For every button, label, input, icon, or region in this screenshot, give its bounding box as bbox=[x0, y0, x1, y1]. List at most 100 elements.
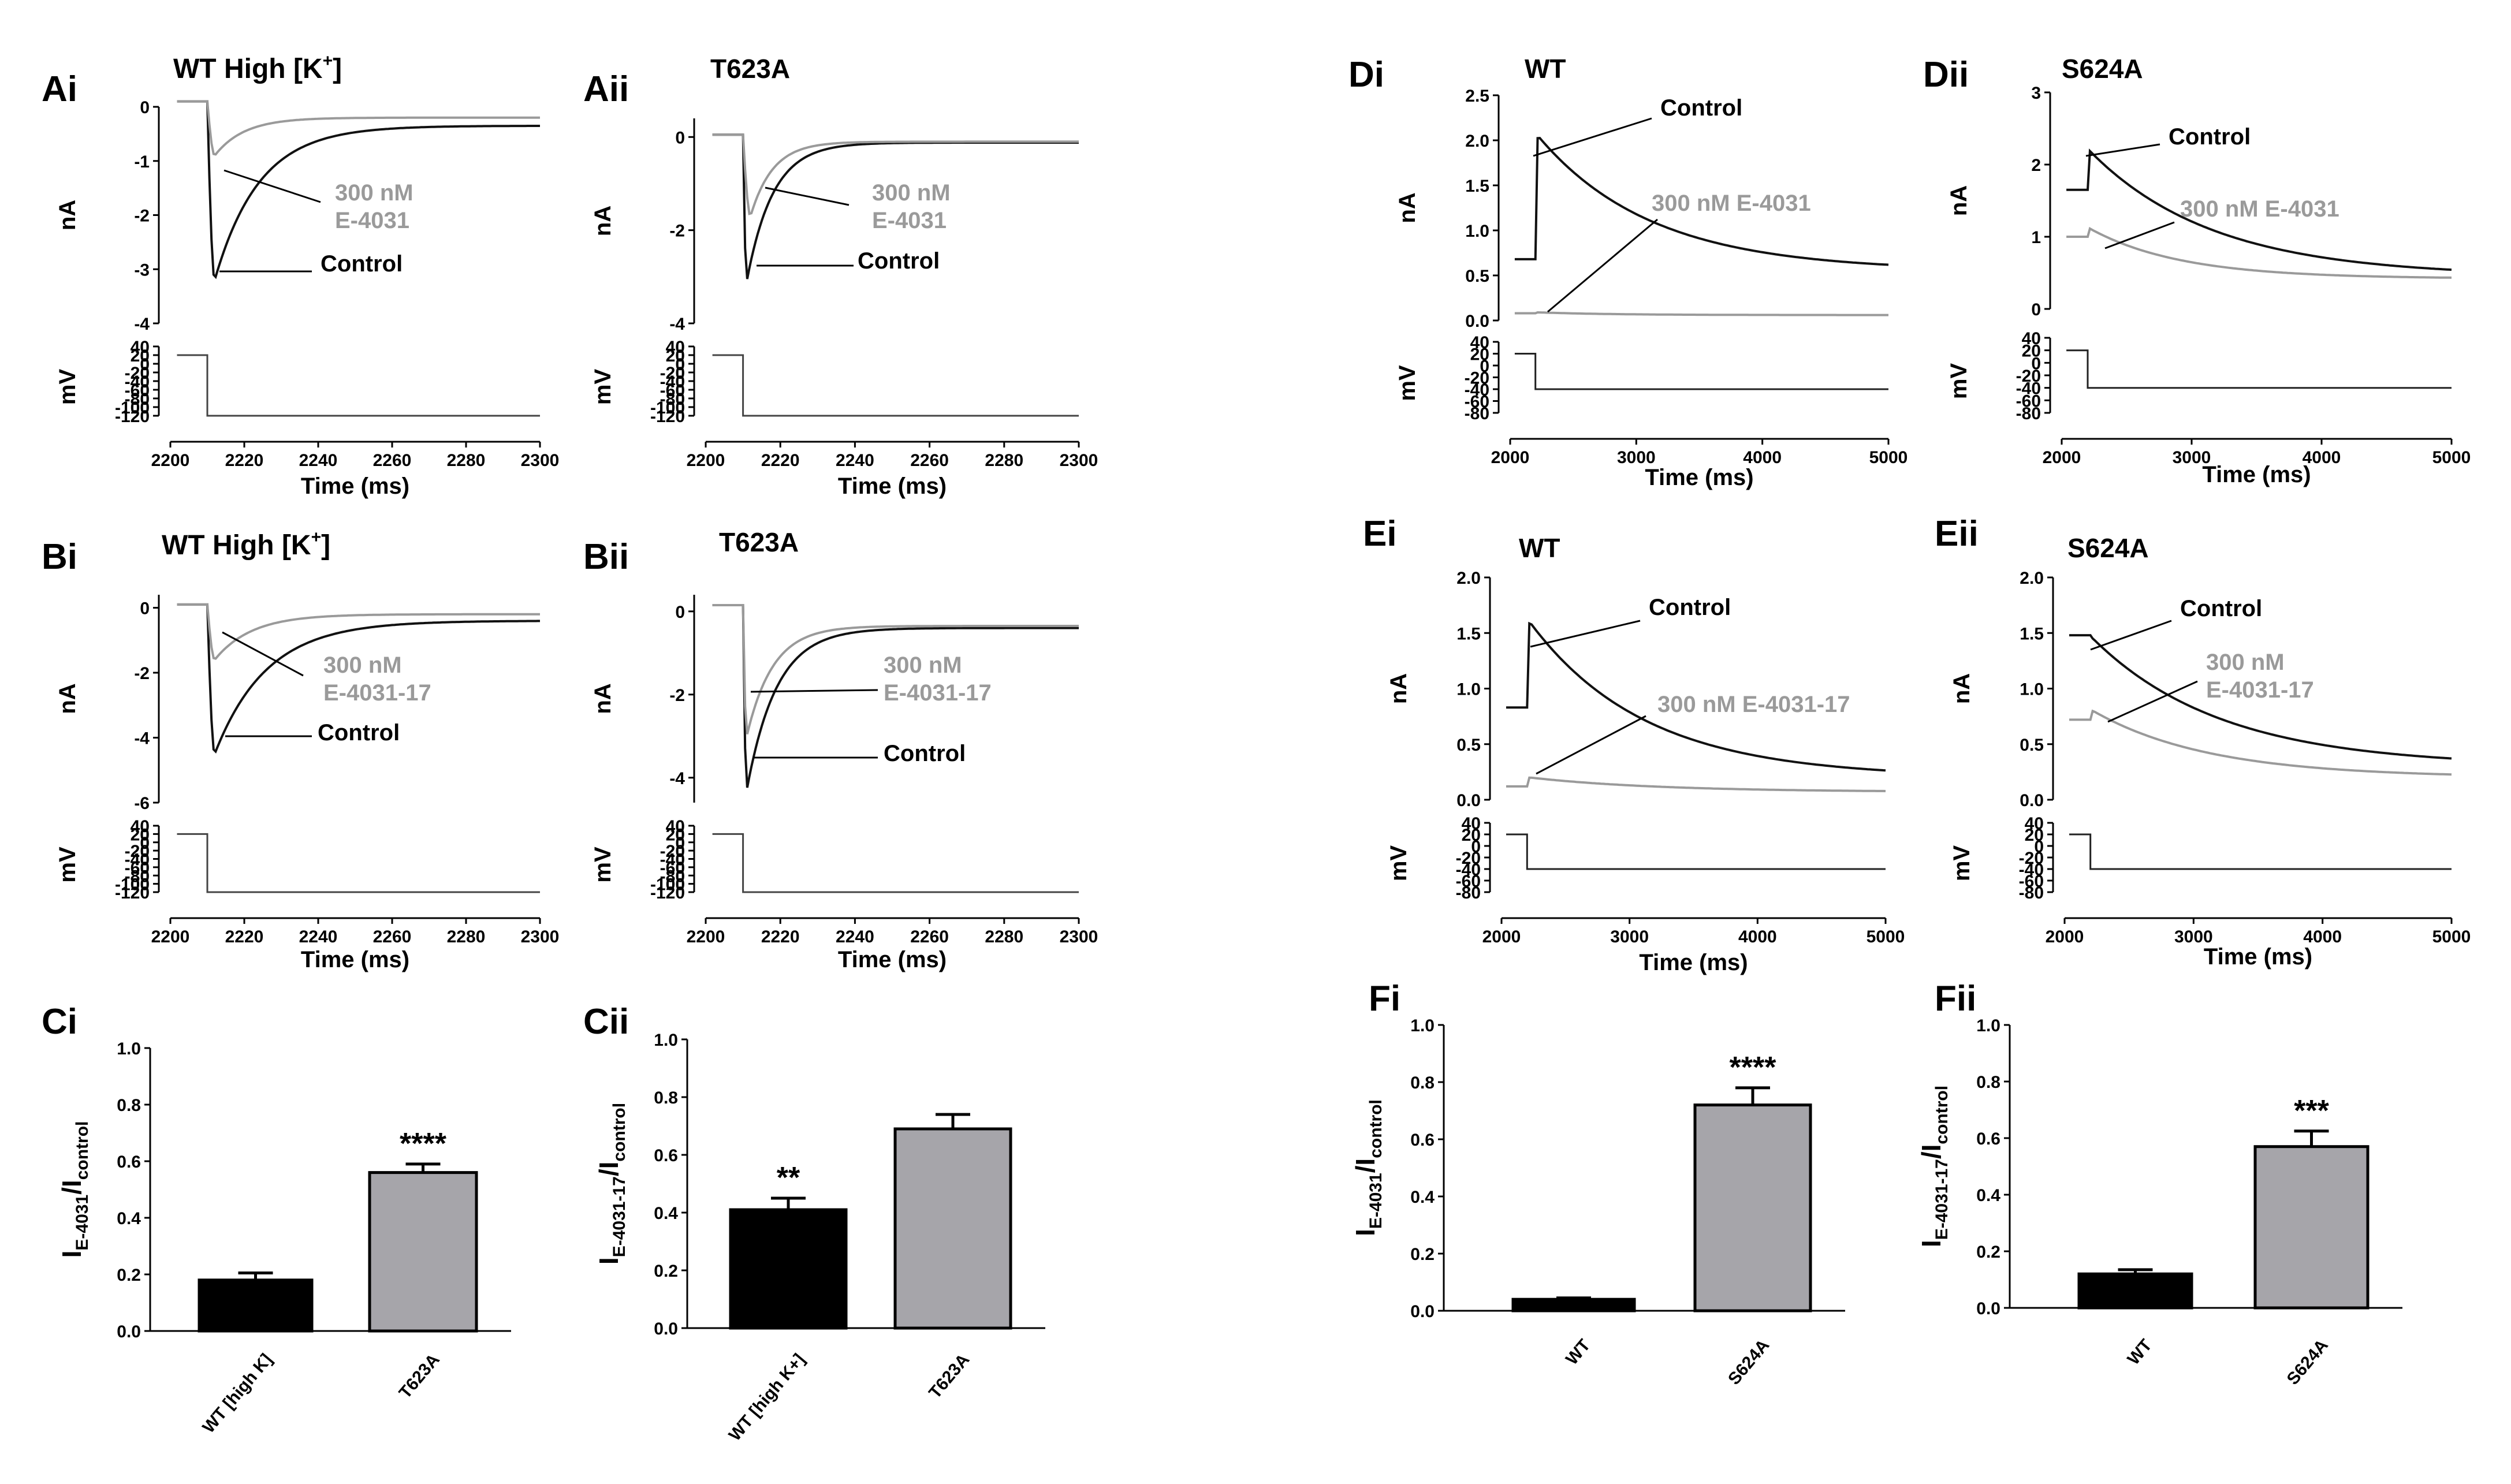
voltage-y-tick-label: -20 bbox=[2019, 849, 2044, 868]
current-y-tick-label: -4 bbox=[134, 315, 150, 334]
voltage-y-tick-label: 40 bbox=[131, 338, 150, 357]
annotation-drug: E-4031 bbox=[335, 208, 409, 233]
time-tick-label: 2000 bbox=[2043, 448, 2081, 467]
annotation-drug-arrow bbox=[2107, 680, 2198, 723]
panel-label-Bi: Bi bbox=[42, 537, 77, 577]
time-tick-label: 2220 bbox=[225, 451, 264, 470]
trace-control-line bbox=[712, 604, 1079, 788]
voltage-axis-title: mV bbox=[1386, 845, 1411, 882]
voltage-y-tick-label: -80 bbox=[660, 390, 685, 409]
voltage-y-tick-label: -120 bbox=[115, 883, 150, 903]
ratio-y-tick-label: 0.6 bbox=[654, 1146, 678, 1165]
trace-drug-line bbox=[1506, 776, 1886, 792]
ratio-axis-title: IE-4031-17/Icontrol bbox=[1916, 1086, 1951, 1247]
voltage-y-tick-label: -80 bbox=[125, 390, 150, 409]
voltage-y-tick-label: -120 bbox=[115, 407, 150, 426]
current-y-tick-label: 2.5 bbox=[1465, 87, 1489, 106]
bar-mutant bbox=[368, 1171, 478, 1333]
time-tick-label: 2200 bbox=[151, 927, 190, 946]
ratio-y-tick-label: 0.0 bbox=[1410, 1302, 1435, 1321]
voltage-y-tick-label: 0 bbox=[140, 834, 150, 853]
voltage-y-tick-label: -120 bbox=[650, 883, 685, 903]
time-tick-label: 3000 bbox=[1610, 927, 1649, 946]
time-tick-label: 2300 bbox=[521, 927, 560, 946]
time-tick-label: 2300 bbox=[1060, 927, 1098, 946]
ratio-axis-title-part: E-4031-17 bbox=[610, 1176, 629, 1257]
voltage-y-tick-label: -100 bbox=[115, 398, 150, 417]
voltage-y-tick-label: -20 bbox=[1456, 849, 1481, 868]
voltage-y-tick-label: -80 bbox=[2019, 883, 2044, 903]
trace-control-line bbox=[2069, 634, 2452, 760]
bar-wt bbox=[1511, 1297, 1636, 1313]
voltage-y-tick-label: -40 bbox=[2019, 860, 2044, 879]
annotation-control: Control bbox=[2180, 596, 2262, 621]
current-y-tick-label: 1.5 bbox=[1456, 624, 1481, 643]
panel-title-Eii: S624A bbox=[2067, 533, 2149, 563]
voltage-protocol-line bbox=[2066, 349, 2452, 389]
ratio-axis-title-part: /I bbox=[1916, 1144, 1946, 1159]
panel-label-Dii: Dii bbox=[1923, 55, 1969, 95]
annotation-drug: E-4031-17 bbox=[2206, 677, 2314, 703]
trace-drug-line bbox=[2069, 709, 2452, 776]
trace-drug-line bbox=[177, 603, 540, 660]
time-tick-label: 2280 bbox=[985, 451, 1023, 470]
current-y-tick-label: -2 bbox=[669, 686, 685, 705]
current-axis-title: nA bbox=[1946, 185, 1972, 216]
panel-label-Ei: Ei bbox=[1363, 514, 1397, 554]
annotation-drug: 300 nM bbox=[335, 180, 413, 206]
voltage-y-tick-label: -120 bbox=[650, 407, 685, 426]
panel-title-Dii: S624A bbox=[2062, 54, 2143, 84]
voltage-y-tick-label: -40 bbox=[2016, 379, 2041, 398]
annotation-control-arrow bbox=[2090, 620, 2172, 651]
annotation-drug: E-4031-17 bbox=[884, 680, 992, 706]
time-tick-label: 2240 bbox=[299, 451, 338, 470]
annotation-control: Control bbox=[2169, 124, 2251, 150]
voltage-protocol-line bbox=[1506, 833, 1886, 870]
trace-drug-line bbox=[177, 100, 540, 156]
voltage-y-tick-label: 0 bbox=[1480, 357, 1489, 376]
time-tick-label: 2260 bbox=[373, 927, 412, 946]
annotation-control: Control bbox=[318, 720, 400, 745]
current-y-tick-label: 0 bbox=[675, 603, 685, 622]
bar-panel-Fi: 0.0 0.2 0.4 0.6 0.8 1.0 IE-4031/Icontrol WT ****… bbox=[1350, 1016, 1845, 1389]
time-tick-label: 2300 bbox=[1060, 451, 1098, 470]
voltage-y-tick-label: -40 bbox=[125, 372, 150, 391]
time-tick-label: 2000 bbox=[1482, 927, 1521, 946]
time-tick-label: 5000 bbox=[1869, 448, 1908, 467]
voltage-y-tick-label: -80 bbox=[1456, 883, 1481, 903]
ratio-axis-title-part: I bbox=[1350, 1229, 1380, 1236]
panel-label-Ai: Ai bbox=[42, 69, 77, 109]
voltage-y-tick-label: -20 bbox=[125, 842, 150, 861]
voltage-y-tick-label: -40 bbox=[660, 372, 685, 391]
time-tick-label: 2000 bbox=[2046, 927, 2084, 946]
current-y-tick-label: 0 bbox=[140, 98, 150, 117]
time-axis-title: Time (ms) bbox=[2204, 944, 2312, 970]
voltage-y-tick-label: -100 bbox=[650, 875, 685, 894]
time-axis-title: Time (ms) bbox=[1639, 950, 1748, 975]
voltage-y-tick-label: 0 bbox=[140, 355, 150, 374]
significance-stars: **** bbox=[400, 1127, 447, 1161]
current-y-tick-label: 0.0 bbox=[1456, 791, 1481, 810]
bar-wt bbox=[729, 1208, 848, 1330]
significance-stars: *** bbox=[2294, 1094, 2329, 1128]
time-tick-label: 2220 bbox=[761, 927, 800, 946]
annotation-control: Control bbox=[884, 741, 966, 766]
trace-drug-line bbox=[712, 133, 1079, 215]
voltage-protocol-line bbox=[177, 354, 540, 417]
current-y-tick-label: -2 bbox=[134, 664, 150, 683]
voltage-y-tick-label: 0 bbox=[675, 355, 685, 374]
bar-panel-Fii: 0.0 0.2 0.4 0.6 0.8 1.0 IE-4031-17/Icontrol WT *… bbox=[1916, 1016, 2402, 1389]
annotation-drug: 300 nM E-4031 bbox=[2180, 196, 2339, 222]
panel-label-Aii: Aii bbox=[583, 69, 629, 109]
ratio-y-tick-label: 1.0 bbox=[1410, 1016, 1435, 1035]
voltage-axis-title: mV bbox=[1395, 365, 1420, 401]
panel-title-Ai: WT High [K+] bbox=[173, 51, 342, 84]
voltage-y-tick-label: 0 bbox=[2034, 837, 2044, 856]
current-y-tick-label: -4 bbox=[669, 769, 685, 788]
ratio-axis-title: IE-4031/Icontrol bbox=[57, 1121, 92, 1258]
annotation-control: Control bbox=[858, 248, 940, 274]
ratio-y-tick-label: 0.8 bbox=[654, 1088, 678, 1108]
panel-title-Bi: WT High [K+] bbox=[162, 528, 330, 561]
